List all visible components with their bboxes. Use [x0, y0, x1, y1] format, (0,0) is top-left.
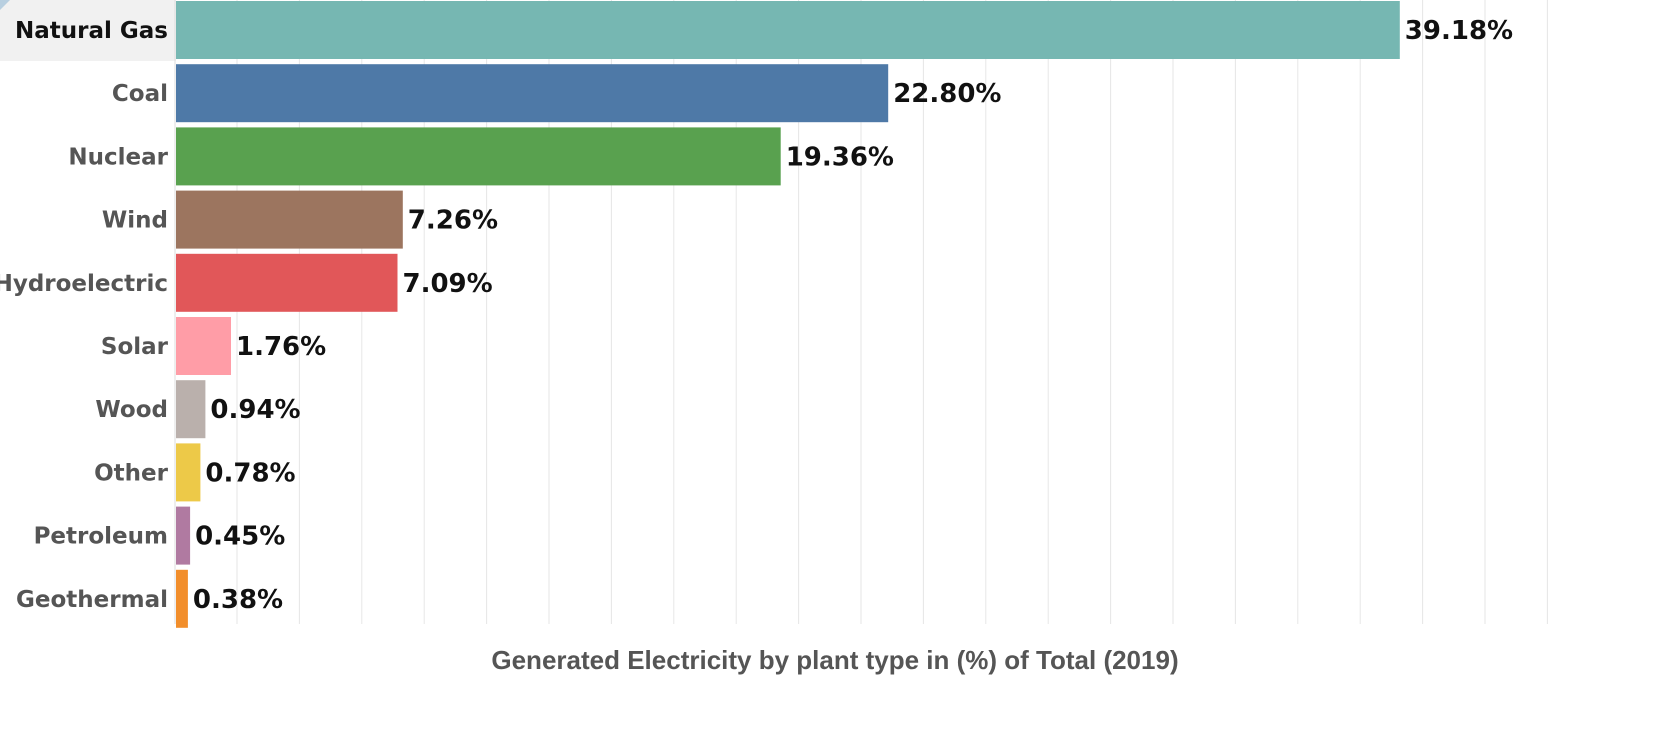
x-axis-title: Generated Electricity by plant type in (…	[491, 645, 1178, 675]
data-label: 7.26%	[408, 206, 498, 236]
selection-corner-icon	[0, 0, 10, 10]
bar[interactable]	[176, 1, 1400, 59]
category-label[interactable]: Natural Gas	[15, 18, 168, 44]
data-label: 7.09%	[403, 269, 493, 299]
data-label: 0.38%	[193, 585, 283, 615]
data-label: 0.45%	[195, 522, 285, 552]
bar[interactable]	[176, 317, 231, 375]
chart-rows: Natural Gas 39.18% Coal 22.80% Nuclear 19.36%…	[0, 1, 1513, 628]
category-label[interactable]: Wind	[102, 208, 168, 234]
bar[interactable]	[176, 443, 201, 502]
category-label[interactable]: Petroleum	[34, 524, 168, 550]
bar[interactable]	[176, 380, 206, 439]
data-label: 0.94%	[210, 395, 300, 425]
category-label[interactable]: Hydroelectric	[0, 271, 168, 297]
bar[interactable]	[176, 190, 403, 249]
bar[interactable]	[176, 506, 191, 565]
category-label[interactable]: Other	[94, 460, 169, 486]
data-label: 0.78%	[205, 458, 295, 488]
data-label: 19.36%	[786, 142, 894, 172]
category-label[interactable]: Wood	[95, 397, 168, 423]
bar[interactable]	[176, 127, 781, 186]
category-label[interactable]: Geothermal	[16, 587, 168, 613]
data-label: 22.80%	[893, 79, 1001, 109]
category-label[interactable]: Coal	[112, 81, 168, 107]
selected-row-highlight	[0, 0, 176, 61]
bar[interactable]	[176, 64, 889, 123]
category-label[interactable]: Nuclear	[68, 144, 168, 170]
bar[interactable]	[176, 253, 398, 312]
data-label: 39.18%	[1405, 16, 1513, 46]
category-label[interactable]: Solar	[101, 334, 169, 360]
bar[interactable]	[176, 569, 188, 628]
data-label: 1.76%	[236, 332, 326, 362]
